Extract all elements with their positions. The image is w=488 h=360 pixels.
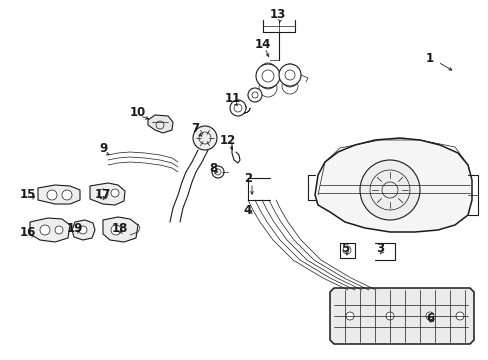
Polygon shape bbox=[30, 218, 70, 242]
Polygon shape bbox=[38, 185, 80, 204]
Circle shape bbox=[55, 226, 63, 234]
Text: 18: 18 bbox=[112, 221, 128, 234]
Text: 8: 8 bbox=[208, 162, 217, 175]
Circle shape bbox=[279, 64, 301, 86]
Text: 5: 5 bbox=[340, 242, 348, 255]
Text: 7: 7 bbox=[190, 122, 199, 135]
Circle shape bbox=[247, 88, 262, 102]
Text: 19: 19 bbox=[67, 221, 83, 234]
Text: 10: 10 bbox=[130, 105, 146, 118]
Polygon shape bbox=[72, 220, 95, 240]
Polygon shape bbox=[103, 217, 138, 242]
Text: 15: 15 bbox=[20, 189, 36, 202]
Circle shape bbox=[229, 100, 245, 116]
Text: 14: 14 bbox=[254, 39, 271, 51]
Circle shape bbox=[62, 190, 72, 200]
Circle shape bbox=[425, 312, 433, 320]
Circle shape bbox=[193, 126, 217, 150]
Circle shape bbox=[359, 160, 419, 220]
Polygon shape bbox=[329, 288, 473, 344]
Circle shape bbox=[98, 189, 108, 199]
Text: 3: 3 bbox=[375, 242, 383, 255]
Text: 9: 9 bbox=[99, 141, 107, 154]
Circle shape bbox=[256, 64, 280, 88]
Text: 12: 12 bbox=[220, 134, 236, 147]
Circle shape bbox=[212, 166, 224, 178]
Circle shape bbox=[455, 312, 463, 320]
Text: 6: 6 bbox=[425, 311, 433, 324]
Circle shape bbox=[111, 225, 121, 235]
Text: 13: 13 bbox=[269, 9, 285, 22]
Circle shape bbox=[385, 312, 393, 320]
Circle shape bbox=[79, 226, 87, 234]
Circle shape bbox=[40, 225, 50, 235]
Text: 11: 11 bbox=[224, 91, 241, 104]
Text: 4: 4 bbox=[244, 203, 252, 216]
Text: 1: 1 bbox=[425, 51, 433, 64]
Polygon shape bbox=[148, 115, 173, 133]
Circle shape bbox=[111, 189, 119, 197]
Polygon shape bbox=[90, 183, 125, 205]
Text: 17: 17 bbox=[95, 189, 111, 202]
Circle shape bbox=[47, 190, 57, 200]
Circle shape bbox=[346, 312, 353, 320]
Text: 16: 16 bbox=[20, 226, 36, 239]
Polygon shape bbox=[314, 138, 471, 232]
Text: 2: 2 bbox=[244, 171, 251, 184]
